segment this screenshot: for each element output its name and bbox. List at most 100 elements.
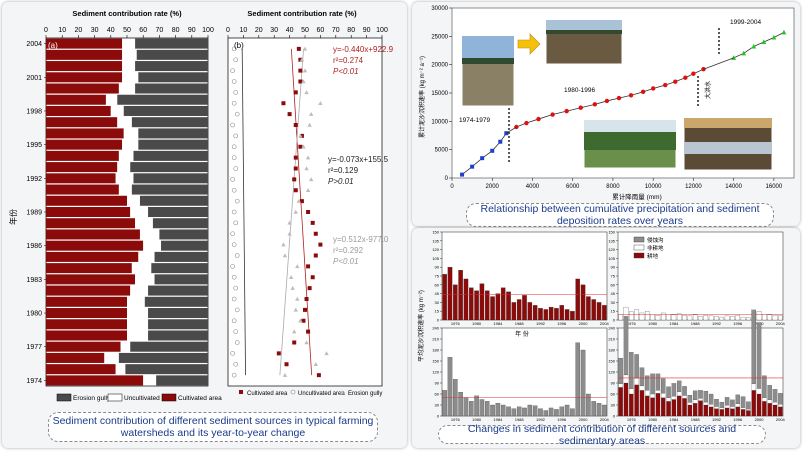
point-cultivated — [296, 46, 301, 51]
bar — [564, 404, 570, 417]
point-gully — [305, 155, 311, 160]
bar-segment — [122, 38, 136, 49]
bar-segment — [623, 374, 629, 384]
bar — [474, 395, 479, 417]
axes: 0 2000 4000 6000 8000 10000 12000 14000 16000 0 50… — [431, 6, 783, 190]
x-tick-label: 2000 — [579, 417, 589, 422]
bar-segment — [618, 383, 623, 388]
x-tick-label: 2000 — [755, 417, 765, 422]
x-tick-label: 1984 — [493, 321, 503, 326]
y-tick-label: 240 — [608, 326, 615, 331]
bar-segment — [46, 218, 136, 229]
point-cultivated — [307, 286, 312, 291]
bar — [532, 305, 538, 321]
legend-br: 侵蚀沟 非耕地 耕地 — [633, 236, 664, 260]
bar-segment — [623, 382, 629, 417]
bar-segment — [618, 387, 623, 417]
y-tick-label: 75 — [435, 274, 440, 279]
bar-segment — [139, 229, 160, 240]
point-red — [663, 82, 668, 88]
bar-segment — [676, 395, 682, 417]
bar-segment — [46, 375, 144, 386]
point-cultivated — [293, 123, 298, 127]
bar-segment — [714, 406, 719, 409]
x-tick-label: 2004 — [600, 417, 610, 422]
bar-segment — [661, 397, 666, 417]
x-tick-label: 1996 — [557, 417, 567, 422]
bar-segment — [117, 117, 132, 128]
eq-cultivated-line1: y=-0.440x+922.9 — [333, 45, 394, 54]
bar-segment — [46, 364, 116, 375]
bar — [548, 306, 554, 321]
y-tick-label: 30 — [435, 403, 440, 408]
y-tick-label-a: 1974 — [26, 378, 42, 385]
bar-segment — [661, 393, 666, 398]
bar-segment — [46, 94, 106, 105]
bar-segment — [135, 274, 155, 285]
point-cultivated — [299, 133, 304, 138]
bar-segment — [148, 206, 208, 218]
bar — [495, 293, 501, 321]
point-cultivated — [306, 329, 311, 334]
point-cultivated — [293, 188, 298, 193]
bar — [692, 314, 698, 321]
bar-segment — [148, 285, 208, 296]
point-gully — [305, 188, 311, 193]
bar — [671, 314, 677, 321]
point-uncultivated — [233, 166, 238, 171]
legend-b-cult-label: Cultivated area — [247, 391, 288, 397]
x-tick-label-a: 0 — [44, 27, 48, 34]
bar-segment — [135, 83, 208, 94]
bar-segment — [148, 319, 208, 330]
bar-segment — [46, 296, 127, 307]
bar — [655, 315, 661, 321]
point-uncultivated — [231, 242, 237, 247]
bar — [554, 409, 559, 417]
y-tick-label: 15 — [611, 309, 616, 314]
bar-segment — [154, 251, 208, 262]
point-gully — [282, 372, 288, 377]
bar-segment — [46, 38, 123, 49]
bar-segment — [46, 341, 121, 352]
point-uncultivated — [231, 296, 237, 302]
point-cultivated — [301, 318, 306, 323]
bar-segment — [46, 162, 118, 173]
point-uncultivated — [230, 264, 235, 269]
y-tick-label: 180 — [608, 348, 615, 353]
panel-a-chart: 0 10 20 30 40 50 60 70 80 90 100 1974 1977 1980 1983 19… — [26, 27, 214, 387]
bar-segment — [46, 184, 119, 195]
bar — [543, 309, 549, 321]
y-tick-label: 210 — [432, 337, 439, 342]
point-uncultivated — [233, 133, 238, 139]
bar-segment — [117, 94, 208, 105]
point-green — [781, 29, 787, 35]
y-tick-label: 0 — [437, 318, 440, 323]
bar — [564, 309, 570, 321]
bar-segment — [110, 105, 124, 116]
point-cultivated — [293, 90, 298, 95]
bar-segment — [692, 390, 698, 400]
x-tick-label-a: 50 — [123, 27, 131, 34]
y-tick-label: 0 — [613, 414, 616, 419]
point-cultivated — [306, 264, 311, 269]
y-tick-label: 20000 — [431, 63, 448, 69]
bar — [602, 305, 607, 321]
x-tick-label-b: 40 — [286, 27, 294, 34]
bar-segment — [708, 404, 714, 407]
y-tick-label-a: 1998 — [26, 108, 42, 115]
bar-segment — [130, 162, 208, 173]
bar-segment — [105, 94, 118, 105]
bar — [772, 315, 778, 321]
bar-segment — [123, 105, 208, 116]
bar — [469, 287, 474, 321]
bar-segment — [46, 83, 119, 94]
bar-segment — [692, 399, 698, 404]
bar-segment — [751, 310, 756, 384]
point-cultivated — [287, 112, 292, 117]
bar-segment — [46, 319, 127, 330]
x-tick-label: 1980 — [648, 417, 658, 422]
bar-segment — [645, 395, 650, 417]
point-uncultivated — [233, 90, 238, 95]
bar-segment — [629, 352, 634, 389]
bar-segment — [666, 401, 671, 417]
